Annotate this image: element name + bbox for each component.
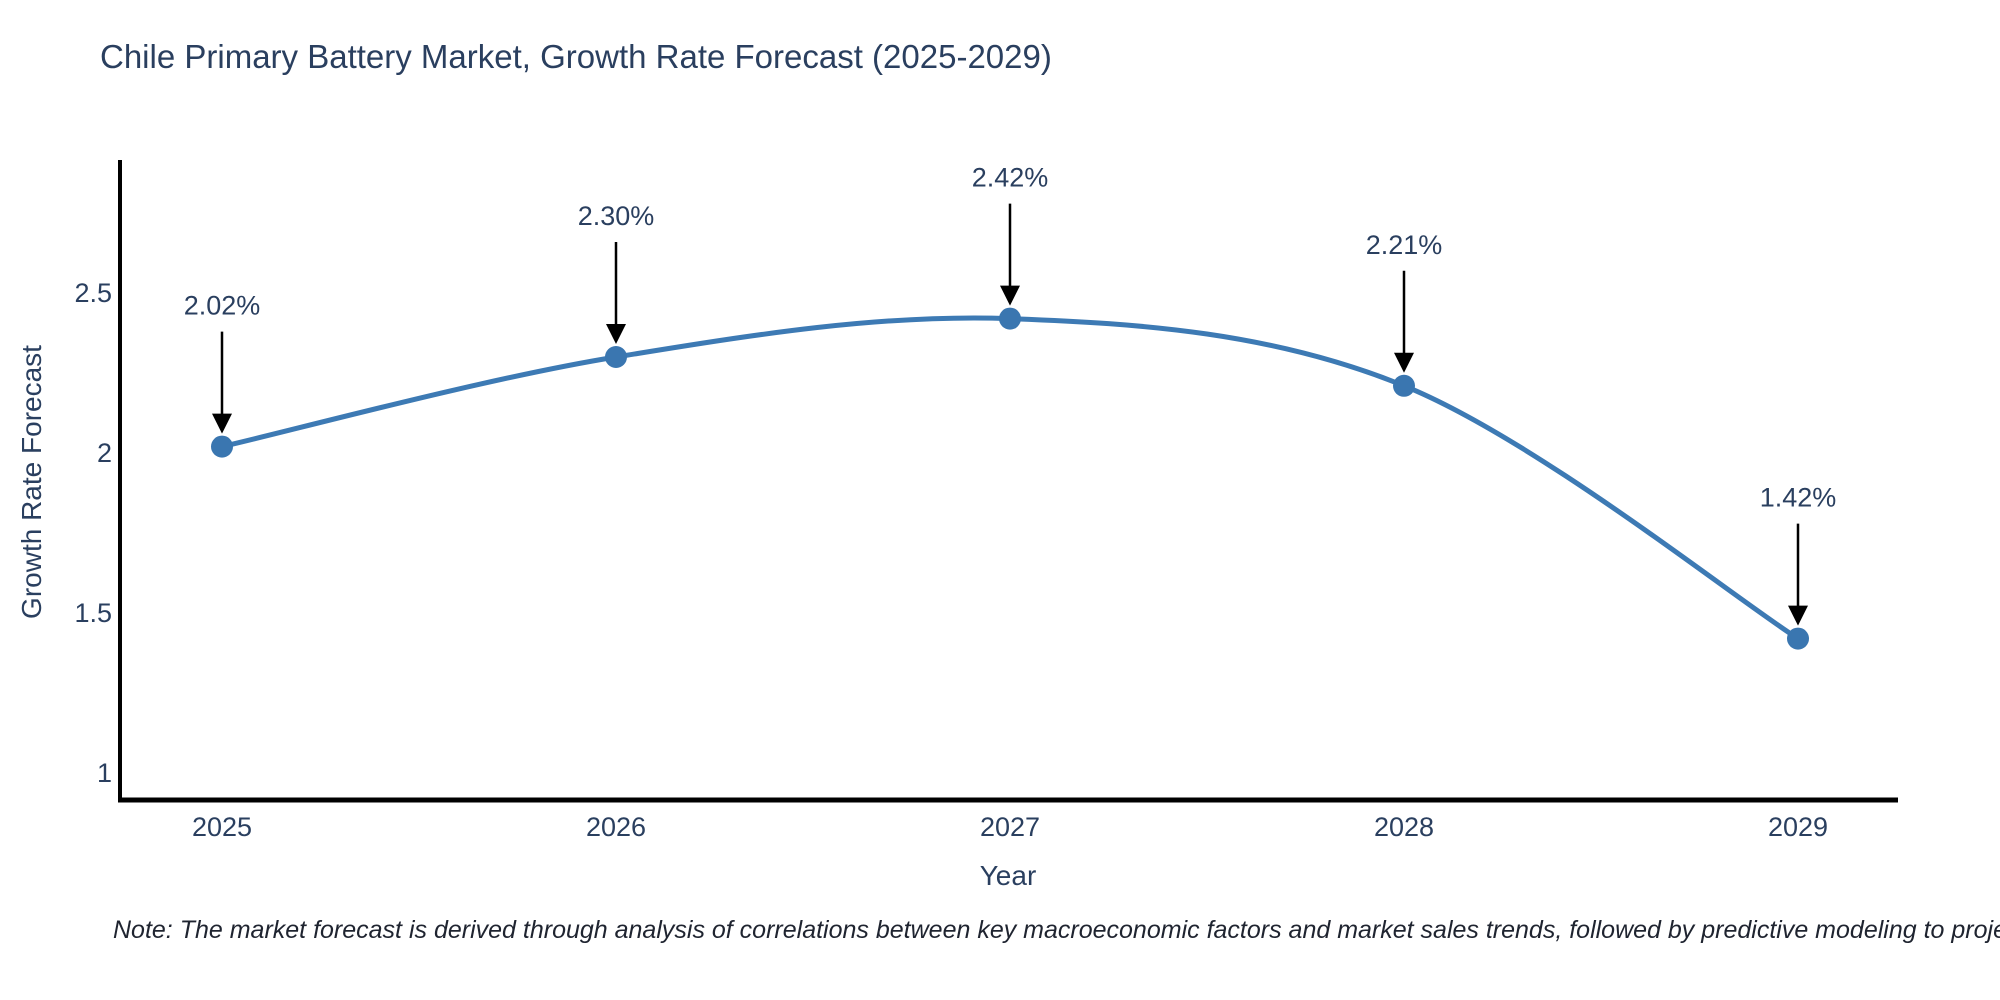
data-point[interactable]: [605, 346, 627, 368]
point-label: 2.02%: [184, 291, 261, 321]
y-tick-label: 2: [97, 438, 112, 468]
x-axis-title: Year: [979, 860, 1037, 891]
data-point[interactable]: [1393, 374, 1415, 397]
data-point[interactable]: [211, 435, 233, 458]
annotation-arrowhead-icon: [606, 324, 626, 344]
data-point[interactable]: [1787, 627, 1809, 650]
x-tick-label: 2026: [586, 812, 646, 842]
point-label: 2.42%: [972, 163, 1049, 193]
annotation-arrowhead-icon: [1000, 285, 1020, 306]
y-tick-label: 1: [97, 758, 112, 788]
data-point[interactable]: [999, 307, 1021, 330]
annotation-arrowhead-icon: [212, 413, 232, 434]
x-tick-label: 2025: [192, 812, 252, 842]
y-tick-label: 2.5: [74, 278, 112, 308]
y-tick-label: 1.5: [74, 598, 112, 628]
series-line: [219, 315, 1801, 642]
chart-title: Chile Primary Battery Market, Growth Rat…: [100, 38, 1052, 75]
x-tick-label: 2028: [1374, 812, 1434, 842]
footnote: Note: The market forecast is derived thr…: [113, 916, 2000, 944]
point-label: 1.42%: [1760, 483, 1837, 513]
annotation-arrowhead-icon: [1394, 352, 1414, 373]
annotation-arrowhead-icon: [1788, 605, 1808, 626]
x-tick-label: 2029: [1768, 812, 1828, 842]
point-label: 2.30%: [578, 201, 655, 231]
x-tick-label: 2027: [980, 812, 1040, 842]
point-label: 2.21%: [1366, 230, 1443, 260]
